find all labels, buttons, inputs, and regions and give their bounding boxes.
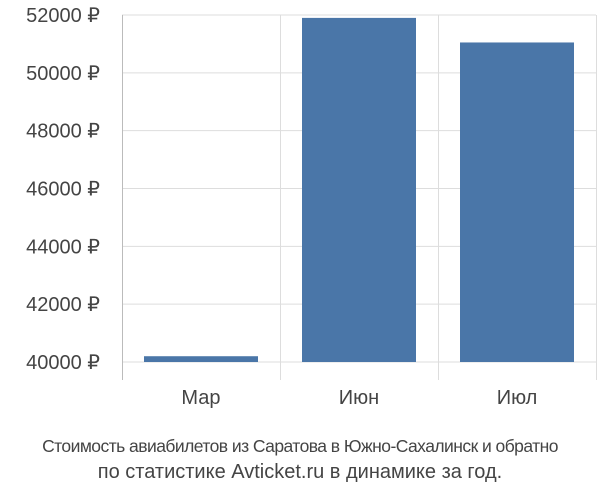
- x-tick-label-0: Мар: [181, 387, 220, 409]
- y-tick-label-3: 46000 ₽: [26, 179, 100, 201]
- bar-chart: 40000 ₽ 42000 ₽ 44000 ₽ 46000 ₽ 48000 ₽ 50000…: [26, 5, 597, 409]
- x-tick-label-2: Июл: [497, 387, 538, 409]
- y-tick-label-4: 48000 ₽: [26, 121, 100, 143]
- bar-Июн: [302, 17, 416, 363]
- bar-Мар: [144, 356, 258, 362]
- y-tick-label-0: 40000 ₽: [26, 352, 100, 374]
- x-tick-label-1: Июн: [339, 387, 379, 409]
- bar-Июл: [460, 42, 574, 363]
- y-tick-label-6: 52000 ₽: [26, 5, 100, 27]
- y-tick-label-2: 44000 ₽: [26, 236, 100, 258]
- chart-caption-line-1: Стоимость авиабилетов из Саратова в Южно…: [42, 436, 558, 456]
- y-tick-label-1: 42000 ₽: [26, 294, 100, 316]
- chart-caption-line-2: по статистике Avticket.ru в динамике за …: [97, 461, 503, 483]
- y-tick-label-5: 50000 ₽: [26, 63, 100, 85]
